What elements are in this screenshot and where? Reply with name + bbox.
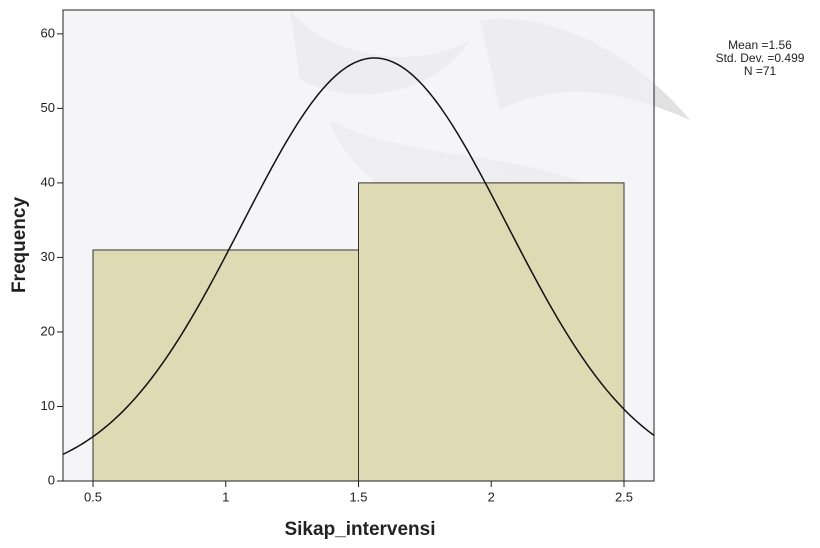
x-axis-title: Sikap_intervensi bbox=[284, 519, 435, 540]
x-tick-label: 1 bbox=[222, 489, 229, 504]
bar bbox=[93, 250, 358, 481]
y-tick-label: 30 bbox=[41, 249, 55, 264]
y-axis-title: Frequency bbox=[9, 197, 30, 294]
y-tick-label: 60 bbox=[41, 25, 55, 40]
stat-label: N =71 bbox=[744, 64, 777, 78]
stat-label: Std. Dev. =0.499 bbox=[716, 51, 805, 65]
y-tick-label: 0 bbox=[48, 472, 55, 487]
x-tick-label: 1.5 bbox=[349, 489, 367, 504]
y-tick-label: 40 bbox=[41, 174, 55, 189]
y-tick-label: 10 bbox=[41, 398, 55, 413]
y-tick-label: 50 bbox=[41, 100, 55, 115]
x-tick-label: 0.5 bbox=[84, 489, 102, 504]
x-tick-label: 2.5 bbox=[615, 489, 633, 504]
x-tick-label: 2 bbox=[488, 489, 495, 504]
chart: Sikap_intervensi Frequency 0 10 20 30 40 50 60… bbox=[0, 0, 820, 548]
y-tick-label: 20 bbox=[41, 323, 55, 338]
bar bbox=[359, 183, 624, 481]
stat-label: Mean =1.56 bbox=[728, 38, 792, 52]
